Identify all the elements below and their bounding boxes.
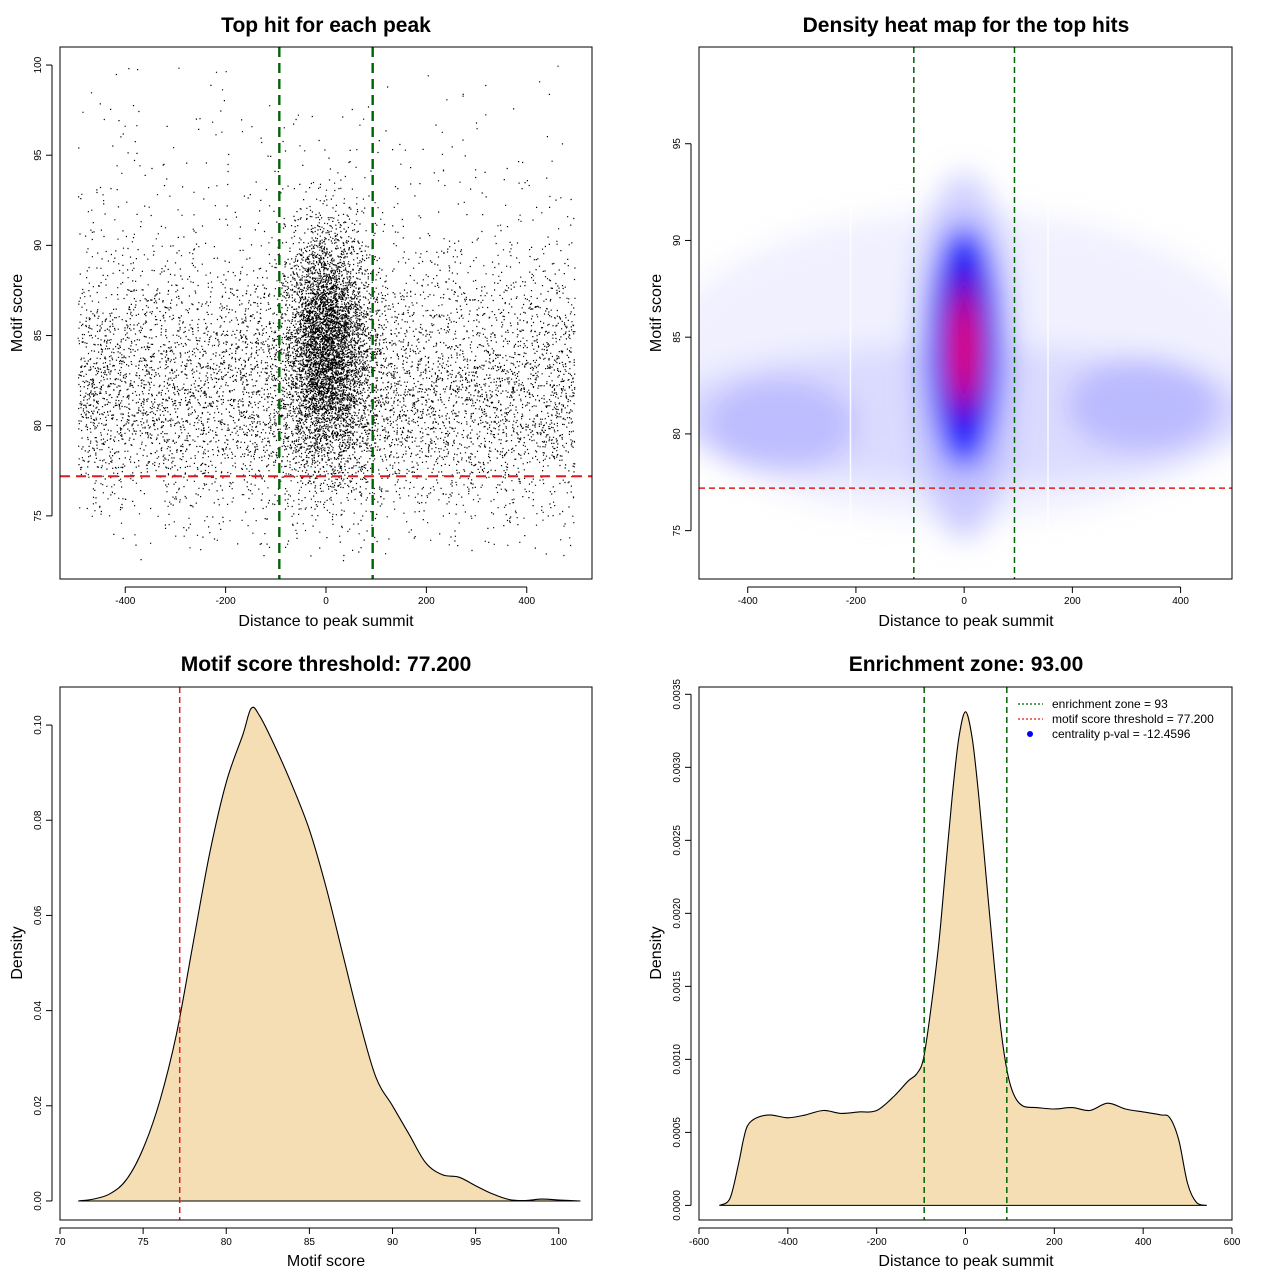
legend: enrichment zone = 93 motif score thresho… (1018, 697, 1214, 741)
scatter-x-ticks: -400 -200 0 200 400 (115, 587, 535, 607)
motif-density-y-tick-label: 0.08 (33, 810, 44, 830)
heatmap-x-tick-label: 0 (961, 596, 967, 607)
heatmap-x-tick-label: -200 (846, 596, 866, 607)
heatmap-x-tick-label: -400 (738, 596, 758, 607)
motif-density-x-tick-label: 75 (138, 1237, 150, 1248)
scatter-y-tick-label: 75 (33, 510, 44, 522)
scatter-title: Top hit for each peak (221, 14, 431, 37)
enrichment-density-y-tick-label: 0.0035 (672, 679, 683, 710)
heatmap-title: Density heat map for the top hits (803, 14, 1130, 37)
motif-density-x-tick-label: 80 (221, 1237, 233, 1248)
motif-density-x-tick-label: 95 (470, 1237, 482, 1248)
motif-density-y-tick-label: 0.04 (33, 1000, 44, 1020)
heatmap-y-ticks: 75 80 85 90 95 (672, 138, 691, 536)
heatmap-x-tick-label: 200 (1064, 596, 1081, 607)
motif-density-area (78, 707, 580, 1201)
motif-density-x-ticks: 70 75 80 85 90 95 100 (54, 1228, 567, 1248)
scatter-y-tick-label: 80 (33, 420, 44, 432)
heatmap-x-ticks: -400 -200 0 200 400 (738, 587, 1190, 607)
heatmap-y-tick-label: 80 (672, 428, 683, 440)
scatter-y-tick-label: 85 (33, 330, 44, 342)
heatmap-y-label: Motif score (648, 274, 665, 352)
enrichment-density-y-tick-label: 0.0030 (672, 752, 683, 783)
enrichment-density-x-label: Distance to peak summit (878, 1253, 1054, 1270)
figure-canvas: Top hit for each peak -400 -200 0 200 400 75… (0, 0, 1280, 1280)
heatmap-core-red (954, 304, 973, 397)
heatmap-y-tick-label: 90 (672, 234, 683, 246)
scatter-y-tick-label: 100 (33, 56, 44, 73)
enrichment-density-y-label: Density (648, 926, 665, 979)
enrichment-density-panel: Enrichment zone: 93.00 -600 -400 -200 0 200 4… (648, 653, 1241, 1270)
enrichment-density-x-tick-label: 400 (1135, 1237, 1152, 1248)
motif-density-x-label: Motif score (287, 1253, 365, 1270)
scatter-x-tick-label: 200 (418, 596, 435, 607)
motif-density-x-tick-label: 90 (387, 1237, 399, 1248)
enrichment-density-area (719, 712, 1206, 1206)
scatter-x-tick-label: 400 (518, 596, 535, 607)
heatmap-panel: Density heat map for the top hits -400 -2… (648, 14, 1264, 630)
heatmap-plot-area (658, 47, 1264, 579)
motif-density-x-tick-label: 85 (304, 1237, 316, 1248)
scatter-y-ticks: 75 80 85 90 95 100 (33, 56, 52, 521)
enrichment-density-x-tick-label: -600 (689, 1237, 709, 1248)
scatter-y-tick-label: 90 (33, 239, 44, 251)
legend-pval-label: centrality p-val = -12.4596 (1052, 727, 1191, 741)
legend-enrichment-zone-label: enrichment zone = 93 (1052, 697, 1168, 711)
motif-density-title: Motif score threshold: 77.200 (181, 653, 472, 676)
heatmap-band-right (1067, 358, 1219, 451)
motif-density-y-tick-label: 0.00 (33, 1191, 44, 1211)
enrichment-density-y-tick-label: 0.0005 (672, 1117, 683, 1148)
scatter-x-tick-label: -400 (115, 596, 135, 607)
heatmap-band-left (704, 378, 856, 471)
enrichment-density-y-tick-label: 0.0020 (672, 898, 683, 929)
motif-density-y-tick-label: 0.06 (33, 905, 44, 925)
motif-density-x-tick-label: 70 (54, 1237, 66, 1248)
heatmap-y-tick-label: 85 (672, 331, 683, 343)
legend-threshold-label: motif score threshold = 77.200 (1052, 712, 1214, 726)
enrichment-density-y-tick-label: 0.0015 (672, 971, 683, 1002)
motif-density-y-label: Density (9, 926, 26, 979)
enrichment-density-y-tick-label: 0.0025 (672, 825, 683, 856)
enrichment-density-x-ticks: -600 -400 -200 0 200 400 600 (689, 1228, 1241, 1248)
motif-density-panel: Motif score threshold: 77.200 70 75 80 85 90… (9, 653, 592, 1270)
enrichment-density-y-tick-label: 0.0010 (672, 1044, 683, 1075)
enrichment-density-x-tick-label: -400 (778, 1237, 798, 1248)
motif-density-y-ticks: 0.00 0.02 0.04 0.06 0.08 0.10 (33, 715, 52, 1211)
heatmap-x-label: Distance to peak summit (878, 613, 1054, 630)
enrichment-density-x-tick-label: -200 (867, 1237, 887, 1248)
scatter-panel: Top hit for each peak -400 -200 0 200 400 75… (9, 14, 592, 630)
enrichment-density-x-tick-label: 0 (963, 1237, 969, 1248)
enrichment-density-x-tick-label: 200 (1046, 1237, 1063, 1248)
heatmap-x-tick-label: 400 (1172, 596, 1189, 607)
scatter-y-tick-label: 95 (33, 149, 44, 161)
enrichment-density-title: Enrichment zone: 93.00 (849, 653, 1084, 676)
scatter-y-label: Motif score (9, 274, 26, 352)
scatter-x-label: Distance to peak summit (238, 613, 414, 630)
motif-density-y-tick-label: 0.02 (33, 1096, 44, 1116)
enrichment-density-y-ticks: 0.0000 0.0005 0.0010 0.0015 0.0020 0.0025 0.00… (672, 679, 691, 1221)
legend-pval-swatch (1027, 731, 1033, 737)
enrichment-density-y-tick-label: 0.0000 (672, 1190, 683, 1221)
scatter-x-tick-label: -200 (216, 596, 236, 607)
scatter-plot-area (60, 47, 592, 579)
motif-density-y-tick-label: 0.10 (33, 715, 44, 735)
enrichment-density-plot-area (719, 687, 1206, 1220)
scatter-points (78, 66, 576, 562)
enrichment-density-x-tick-label: 600 (1224, 1237, 1241, 1248)
heatmap-y-tick-label: 75 (672, 525, 683, 537)
motif-density-x-tick-label: 100 (550, 1237, 567, 1248)
scatter-x-tick-label: 0 (323, 596, 329, 607)
motif-density-plot-area (78, 687, 580, 1220)
heatmap-y-tick-label: 95 (672, 138, 683, 150)
